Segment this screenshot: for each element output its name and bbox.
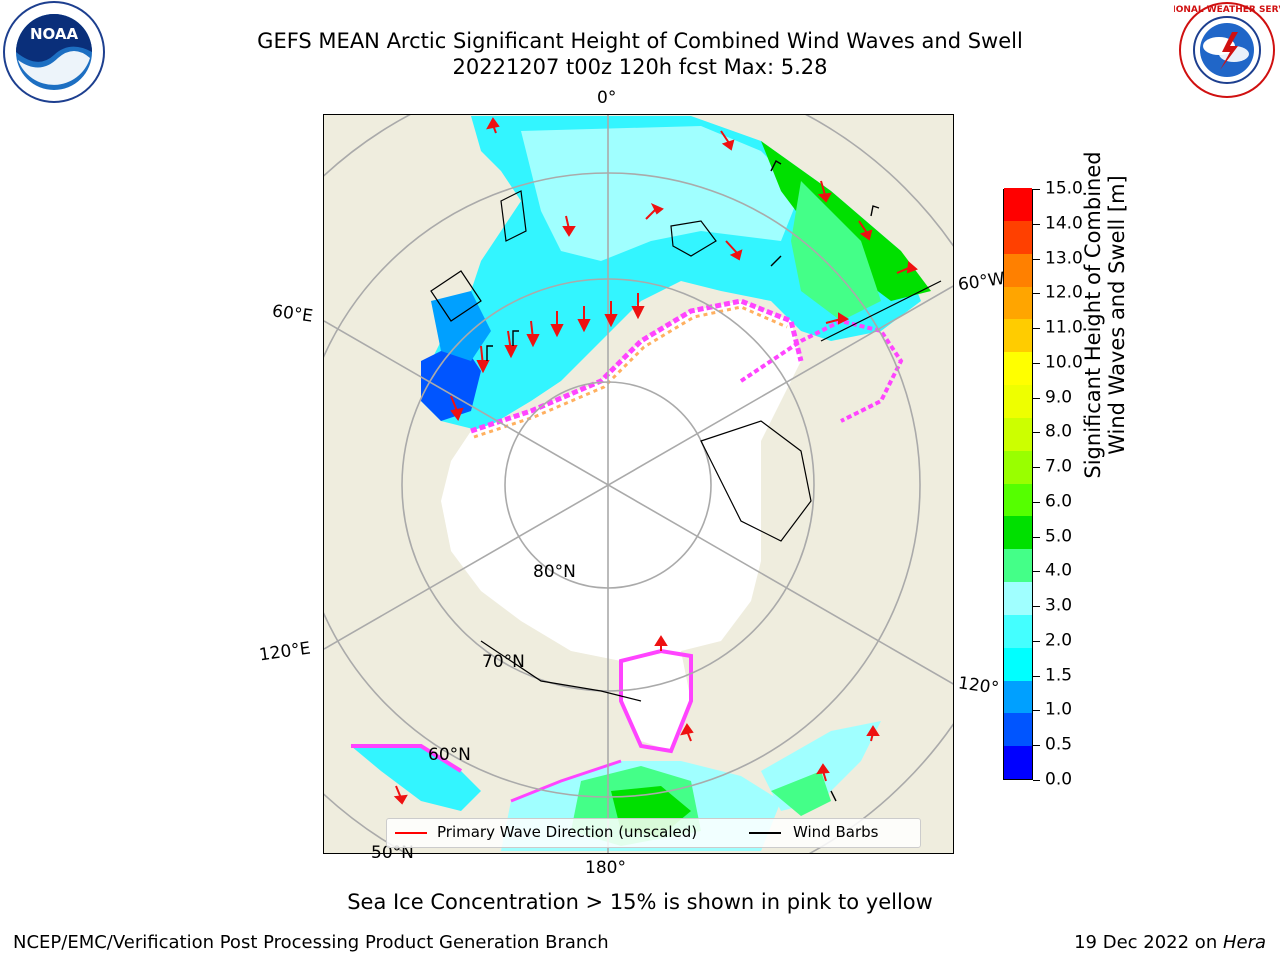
colorbar-tick-label: 0.5 [1045,734,1073,755]
colorbar-tick-label: 10.0 [1045,352,1083,373]
colorbar-tick [1033,780,1040,781]
colorbar-tick-label: 15.0 [1045,178,1083,199]
colorbar-tick [1033,189,1040,190]
label-lat-80: 80°N [533,562,576,582]
colorbar-segment [1004,384,1032,418]
noaa-logo: NOAA [0,0,108,104]
colorbar-tick-label: 7.0 [1045,456,1073,477]
colorbar-tick [1033,397,1040,399]
colorbar-tick-label: 1.0 [1045,699,1073,720]
footer-credit: NCEP/EMC/Verification Post Processing Pr… [13,932,609,953]
colorbar-tick-label: 14.0 [1045,213,1083,234]
label-lat-50: 50°N [371,843,414,863]
colorbar-tick-label: 4.0 [1045,560,1073,581]
colorbar-tick [1033,536,1040,538]
label-lon-120e: 120°E [257,638,312,666]
colorbar-tick [1033,467,1040,469]
colorbar-segment [1004,187,1032,221]
colorbar-title: Significant Height of Combined Wind Wave… [1081,145,1129,485]
wind-barbs-swatch [749,832,781,834]
nws-ring-text: NATIONAL WEATHER SERVICE [1174,5,1280,15]
label-lon-120w: 120° [956,673,1001,699]
label-lat-70: 70°N [482,652,525,672]
colorbar-segment [1004,286,1032,320]
colorbar-segment [1004,417,1032,451]
label-lon-180: 180° [585,858,626,878]
colorbar-tick [1033,675,1040,677]
colorbar-tick [1033,606,1040,608]
colorbar-tick-label: 0.0 [1045,769,1073,790]
colorbar-tick-label: 9.0 [1045,387,1073,408]
map-subtitle: 20221207 t00z 120h fcst Max: 5.28 [452,55,828,79]
colorbar [1003,187,1033,780]
colorbar-tick [1033,293,1040,295]
colorbar-segment [1004,253,1032,287]
nws-logo: NATIONAL WEATHER SERVICE [1152,0,1280,100]
colorbar-tick [1033,745,1040,747]
wind-barbs-label: Wind Barbs [793,823,879,841]
colorbar-segment [1004,318,1032,353]
colorbar-title-line1: Significant Height of Combined [1081,151,1105,479]
colorbar-tick-label: 13.0 [1045,248,1083,269]
colorbar-segment [1004,351,1032,385]
map-legend: Primary Wave Direction (unscaled) Wind B… [386,818,921,848]
colorbar-tick-label: 12.0 [1045,282,1083,303]
colorbar-tick-label: 2.0 [1045,630,1073,651]
colorbar-segment [1004,614,1032,648]
colorbar-tick-label: 3.0 [1045,595,1073,616]
colorbar-segment [1004,712,1032,747]
colorbar-segment [1004,450,1032,484]
colorbar-tick-label: 6.0 [1045,491,1073,512]
sea-ice-note: Sea Ice Concentration > 15% is shown in … [347,890,933,914]
wave-direction-swatch [395,832,427,834]
colorbar-tick-label: 1.5 [1045,665,1073,686]
colorbar-tick [1033,223,1040,225]
colorbar-segment [1004,581,1032,615]
colorbar-segment [1004,220,1032,254]
footer-date: 19 Dec 2022 on Hera [1074,932,1266,953]
colorbar-tick [1033,501,1040,503]
colorbar-tick [1033,571,1040,573]
wave-direction-label: Primary Wave Direction (unscaled) [437,823,698,841]
colorbar-tick [1033,258,1040,260]
colorbar-segment [1004,745,1032,779]
colorbar-tick [1033,710,1040,712]
colorbar-title-line2: Wind Waves and Swell [m] [1105,175,1129,455]
colorbar-segment [1004,647,1032,681]
polar-map [323,114,954,854]
label-lon-60e: 60°E [270,301,315,327]
colorbar-tick [1033,640,1040,642]
label-lon-0: 0° [597,88,617,108]
colorbar-segment [1004,548,1032,582]
label-lat-60: 60°N [428,745,471,765]
map-canvas [324,115,953,853]
colorbar-tick-label: 11.0 [1045,317,1083,338]
map-title: GEFS MEAN Arctic Significant Height of C… [257,29,1023,53]
label-lon-60w: 60°W [956,268,1007,296]
colorbar-tick-label: 8.0 [1045,421,1073,442]
colorbar-segment [1004,515,1032,550]
colorbar-tick [1033,432,1040,434]
colorbar-tick [1033,328,1040,330]
colorbar-tick-label: 5.0 [1045,526,1073,547]
colorbar-segment [1004,483,1032,517]
noaa-logo-text: NOAA [30,25,79,43]
footer-host: Hera [1222,932,1266,953]
footer-date-text: 19 Dec 2022 on [1074,932,1223,953]
colorbar-segment [1004,680,1032,714]
colorbar-tick [1033,362,1040,364]
